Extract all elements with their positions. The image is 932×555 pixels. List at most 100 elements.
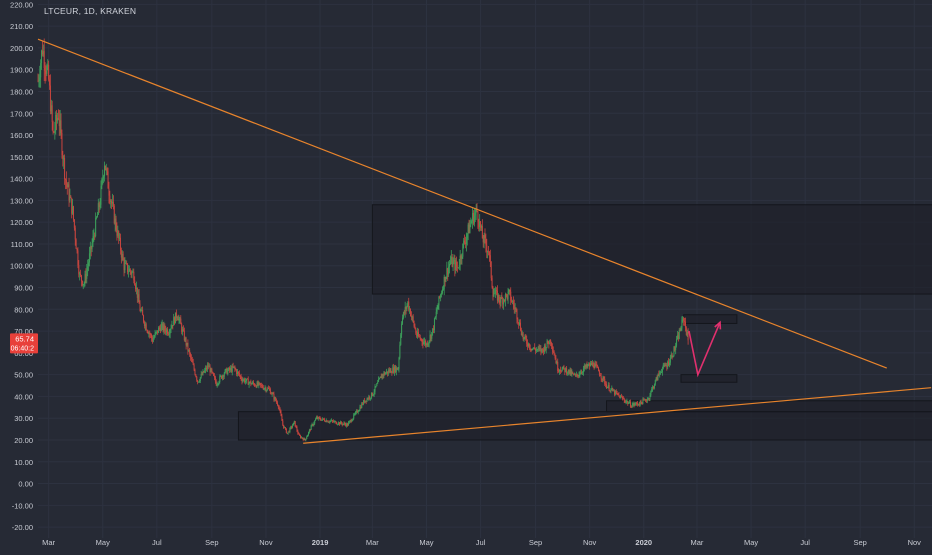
candle-body <box>82 284 84 286</box>
candle-body <box>536 349 538 351</box>
candle-body <box>359 406 361 411</box>
candle-body <box>636 402 638 404</box>
candle-body <box>348 421 350 423</box>
candle-body <box>420 339 422 340</box>
candle-body <box>342 423 344 425</box>
candle-body <box>539 348 541 349</box>
candle-body <box>210 368 212 373</box>
candle-body <box>388 370 390 373</box>
candle-body <box>339 421 341 425</box>
candle-body <box>229 367 231 371</box>
candle-body <box>582 368 584 373</box>
candle-body <box>51 105 53 123</box>
candle-body <box>194 369 196 375</box>
candle-body <box>487 251 489 253</box>
candle-body <box>130 271 132 275</box>
candle-body <box>547 340 549 344</box>
candle-body <box>370 392 372 398</box>
candle-body <box>338 422 340 425</box>
candle-body <box>566 372 568 374</box>
candle-body <box>629 401 631 407</box>
x-tick-label: Nov <box>908 538 922 547</box>
candle-body <box>610 388 612 391</box>
candle-body <box>559 370 560 372</box>
candle-body <box>469 225 471 234</box>
candle-body <box>139 303 141 312</box>
candle-body <box>580 372 582 375</box>
candle-body <box>503 299 505 305</box>
last-price-badge <box>10 333 38 354</box>
candle-body <box>205 367 207 371</box>
candle-body <box>355 412 357 415</box>
candle-body <box>568 369 570 374</box>
candle-body <box>118 231 120 239</box>
candle-body <box>445 276 447 282</box>
candle-body <box>296 426 298 431</box>
candle-body <box>497 294 499 301</box>
candle-body <box>312 424 314 426</box>
candle-body <box>76 248 78 251</box>
candle-body <box>509 289 511 292</box>
candle-body <box>464 240 466 243</box>
candle-body <box>120 250 122 258</box>
candle-body <box>47 64 49 68</box>
candle-body <box>480 226 482 228</box>
candle-body <box>233 366 235 368</box>
candle-body <box>397 368 399 370</box>
candle-body <box>485 238 487 246</box>
candle-body <box>227 370 229 374</box>
candle-body <box>255 385 257 388</box>
candle-body <box>354 414 356 415</box>
candle-body <box>337 424 339 425</box>
candle-body <box>443 276 445 290</box>
candle-body <box>658 373 660 375</box>
candle-body <box>147 331 149 334</box>
candle-body <box>191 359 193 363</box>
candle-body <box>218 381 220 384</box>
candle-body <box>335 421 337 424</box>
candle-body <box>42 51 44 55</box>
candle-body <box>250 381 252 385</box>
candle-body <box>271 393 273 395</box>
candle-body <box>593 366 595 369</box>
candle-body <box>62 154 64 160</box>
candle-body <box>226 368 228 374</box>
candle-body <box>371 392 373 396</box>
candle-body <box>644 399 646 401</box>
y-tick-label: 40.00 <box>14 392 33 401</box>
candle-body <box>591 362 593 366</box>
y-tick-label: 0.00 <box>18 480 33 489</box>
candle-body <box>481 226 483 239</box>
candle-body <box>40 63 42 78</box>
x-tick-label: Mar <box>691 538 704 547</box>
candle-body <box>57 117 59 119</box>
candle-body <box>274 397 276 400</box>
candle-body <box>137 294 139 298</box>
candle-body <box>343 423 345 424</box>
candle-body <box>477 211 479 222</box>
candle-body <box>661 368 663 373</box>
candle-body <box>112 202 113 204</box>
candle-body <box>482 238 484 243</box>
candle-body <box>77 250 79 266</box>
candle-body <box>624 400 626 403</box>
candle-body <box>199 377 201 382</box>
candle-body <box>153 336 155 339</box>
candle-body <box>59 120 61 127</box>
candle-body <box>467 224 469 234</box>
candle-body <box>60 120 62 133</box>
candle-body <box>230 368 232 372</box>
candle-body <box>254 385 256 387</box>
x-tick-label: Jul <box>800 538 810 547</box>
candle-body <box>352 418 354 421</box>
candle-body <box>54 129 56 133</box>
candle-body <box>219 376 221 382</box>
candle-body <box>620 396 622 399</box>
candle-body <box>268 388 270 390</box>
candle-body <box>114 218 116 224</box>
candle-body <box>611 388 613 389</box>
candle-body <box>488 251 490 253</box>
candle-body <box>273 394 275 400</box>
